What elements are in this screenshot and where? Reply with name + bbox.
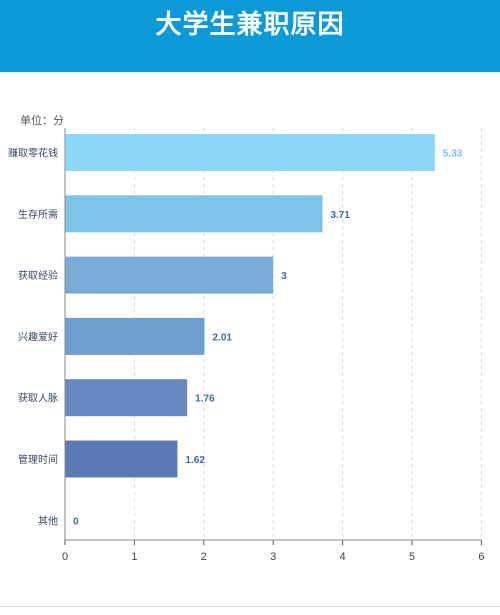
x-tick-label: 0	[62, 551, 68, 563]
value-label: 5.33	[443, 149, 463, 160]
value-label: 3.71	[330, 210, 350, 221]
category-label: 管理时间	[18, 453, 58, 466]
category-label: 其他	[38, 514, 58, 527]
value-label: 0	[73, 516, 79, 527]
value-label: 2.01	[212, 332, 232, 343]
bar	[65, 317, 205, 355]
bar	[65, 379, 188, 417]
x-tick-label: 2	[201, 551, 207, 563]
category-label: 获取经验	[18, 269, 58, 282]
value-label: 1.62	[185, 455, 205, 466]
bar	[65, 440, 178, 478]
category-label: 生存所需	[18, 208, 58, 221]
bar	[65, 195, 323, 233]
x-tick-label: 4	[340, 551, 346, 563]
header-banner: 大学生兼职原因	[0, 0, 500, 72]
x-tick-label: 6	[478, 551, 484, 563]
bar	[65, 134, 435, 171]
page-title: 大学生兼职原因	[155, 10, 345, 40]
bar-layer: 5.33 3.71 3 2.01 1.76 1.62 0	[65, 134, 463, 527]
value-label: 3	[281, 271, 287, 282]
x-tick-label: 5	[409, 551, 415, 563]
bar	[65, 256, 274, 294]
x-tick-label: 1	[131, 551, 137, 563]
category-label: 赚取零花钱	[8, 147, 58, 160]
x-tick-label: 3	[270, 551, 276, 563]
category-label: 获取人脉	[18, 392, 58, 405]
bottom-divider	[0, 606, 500, 607]
value-label: 1.76	[195, 394, 215, 405]
category-label: 兴趣爱好	[18, 330, 58, 343]
unit-label: 单位：分	[20, 113, 64, 127]
